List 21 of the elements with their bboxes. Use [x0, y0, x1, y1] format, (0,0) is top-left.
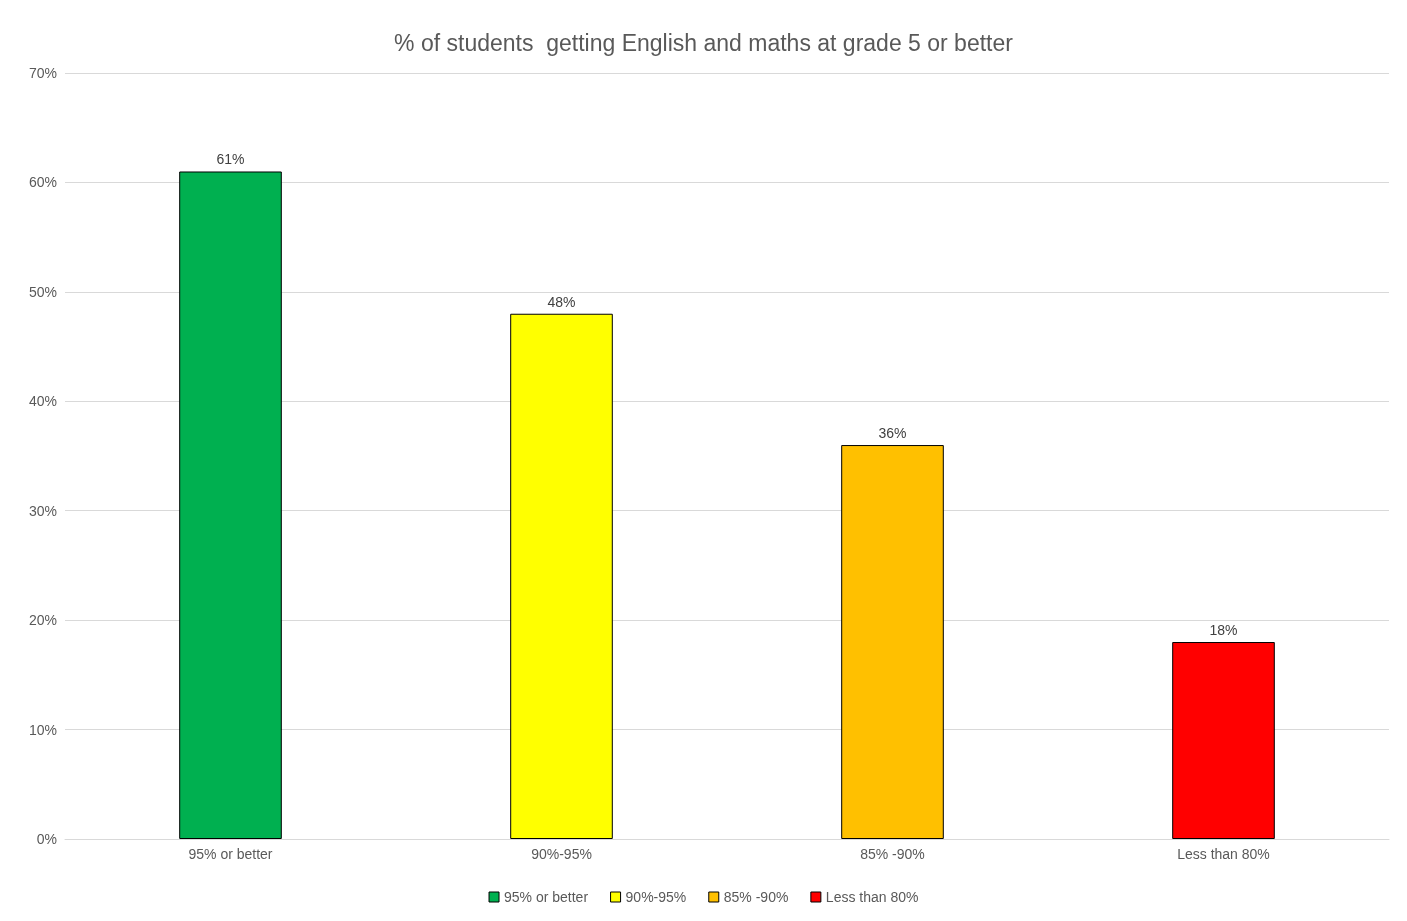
- y-tick-label: 60%: [28, 174, 57, 191]
- data-label: 48%: [547, 293, 576, 310]
- y-tick-label: 40%: [28, 393, 57, 410]
- legend-label: 90%-95%: [625, 889, 687, 905]
- chart-title: % of students getting English and maths at grade 5 or better: [394, 29, 1014, 56]
- x-tick-label: 85% -90%: [860, 846, 925, 862]
- x-tick-label: Less than 80%: [1177, 846, 1270, 862]
- data-label: 18%: [1209, 622, 1238, 639]
- legend-label: 85% -90%: [723, 889, 789, 905]
- legend-label: 95% or better: [504, 889, 589, 905]
- y-tick-label: 0%: [36, 831, 57, 847]
- x-tick-label: 95% or better: [188, 846, 273, 862]
- y-tick-label: 50%: [28, 283, 57, 300]
- x-tick-label: 90%-95%: [531, 846, 592, 862]
- y-tick-label: 30%: [28, 502, 57, 519]
- legend-label: Less than 80%: [825, 889, 919, 905]
- y-tick-label: 70%: [28, 65, 57, 81]
- data-label: 61%: [216, 151, 245, 168]
- data-label: 36%: [878, 425, 907, 442]
- y-tick-label: 20%: [28, 612, 57, 629]
- y-tick-label: 10%: [28, 721, 57, 738]
